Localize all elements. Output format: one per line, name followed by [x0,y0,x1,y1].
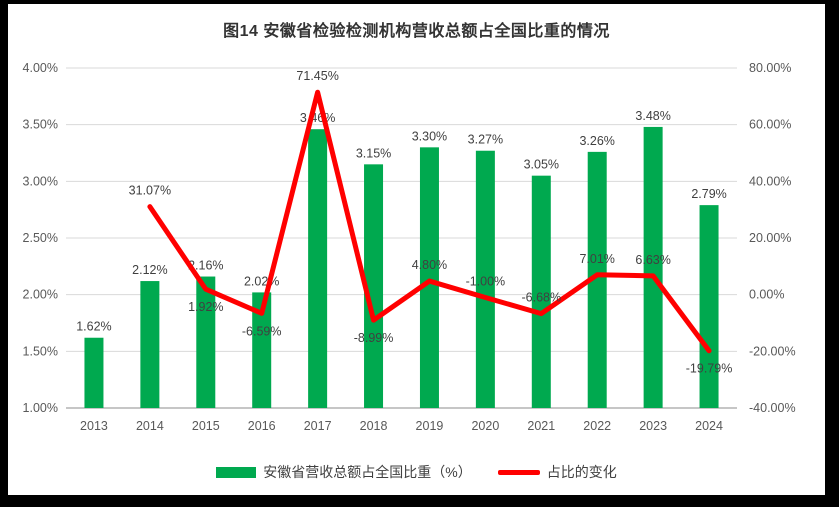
bar-2016 [252,292,272,408]
x-axis-label-2015: 2015 [192,419,220,433]
line-label-2017: 71.45% [296,69,338,83]
bar-label-2013: 1.62% [76,320,111,334]
line-label-2014: 31.07% [129,184,171,198]
y-axis-right-tick-0.00%: 0.00% [749,288,784,302]
bar-label-2016: 2.02% [244,274,279,288]
legend-line-label: 占比的变化 [546,464,617,480]
bar-label-2017: 3.46% [300,111,335,125]
y-axis-left-tick-3.50%: 3.50% [23,118,58,132]
legend-item-bar-series: 安徽省营收总额占全国比重（%） [216,462,472,482]
bar-label-2019: 3.30% [412,129,447,143]
bar-label-2018: 3.15% [356,146,391,160]
line-label-2021: -6.68% [521,291,561,305]
x-axis-label-2023: 2023 [639,419,667,433]
line-label-2016: -6.59% [242,324,282,338]
bar-2017 [308,129,328,408]
line-label-2023: 6.63% [635,253,670,267]
legend-item-line-series: 占比的变化 [497,462,617,482]
bar-label-2021: 3.05% [524,158,559,172]
chart-frame: 图14 安徽省检验检测机构营收总额占全国比重的情况 1.00% -40.00% 1.… [8,4,825,495]
bar-2024 [699,205,719,408]
y-axis-right-tick-60.00%: 60.00% [749,118,791,132]
x-axis-label-2013: 2013 [80,419,108,433]
chart-title: 图14 安徽省检验检测机构营收总额占全国比重的情况 [223,23,610,40]
y-axis-left-tick-2.00%: 2.00% [23,288,58,302]
y-axis-left-tick-2.50%: 2.50% [23,231,58,245]
bar-2013 [84,337,104,408]
bar-2018 [364,164,384,408]
bar-label-2020: 3.27% [468,133,503,147]
bar-label-2015: 2.16% [188,259,223,273]
x-axis-label-2018: 2018 [360,419,388,433]
y-axis-right-tick--20.00%: -20.00% [749,344,796,358]
bar-2015 [196,276,216,408]
x-axis-label-2024: 2024 [695,419,723,433]
bar-2023 [643,126,663,408]
bar-label-2014: 2.12% [132,263,167,277]
line-label-2022: 7.01% [579,252,614,266]
legend-bar-swatch [216,466,257,478]
y-axis-left-tick-4.00%: 4.00% [23,61,58,75]
x-axis-label-2019: 2019 [416,419,444,433]
x-axis-label-2022: 2022 [583,419,611,433]
x-axis-label-2016: 2016 [248,419,276,433]
bar-label-2022: 3.26% [579,134,614,148]
bar-2020 [475,150,495,408]
legend-bar-label: 安徽省营收总额占全国比重（%） [263,464,472,480]
line-label-2015: 1.92% [188,300,223,314]
y-axis-left-tick-1.50%: 1.50% [23,344,58,358]
y-axis-right-tick-40.00%: 40.00% [749,174,791,188]
x-axis-label-2021: 2021 [527,419,555,433]
y-axis-left-tick-1.00%: 1.00% [23,401,58,415]
legend-line-swatch [497,469,540,475]
x-axis-label-2020: 2020 [471,419,499,433]
bar-2021 [531,175,551,408]
y-axis-right-tick-80.00%: 80.00% [749,61,791,75]
y-axis-right-tick-20.00%: 20.00% [749,231,791,245]
y-axis-left-tick-3.00%: 3.00% [23,174,58,188]
change-line [147,89,712,354]
line-label-2018: -8.99% [354,331,394,345]
y-axis-right-tick--40.00%: -40.00% [749,401,796,415]
chart-legend: 安徽省营收总额占全国比重（%） 占比的变化 [8,462,825,482]
line-label-2024: -19.79% [686,362,733,376]
combo-chart-plot: 1.00% -40.00% 1.50% -20.00% 2.00% 0.00% 2.50% 2… [23,61,796,433]
bar-2022 [587,151,607,408]
line-label-2019: 4.80% [412,258,447,272]
bar-2019 [419,147,439,409]
line-label-2020: -1.00% [466,275,506,289]
x-axis-label-2017: 2017 [304,419,332,433]
x-axis-label-2014: 2014 [136,419,164,433]
bar-label-2024: 2.79% [691,187,726,201]
bar-2014 [140,281,160,408]
bar-label-2023: 3.48% [635,109,670,123]
